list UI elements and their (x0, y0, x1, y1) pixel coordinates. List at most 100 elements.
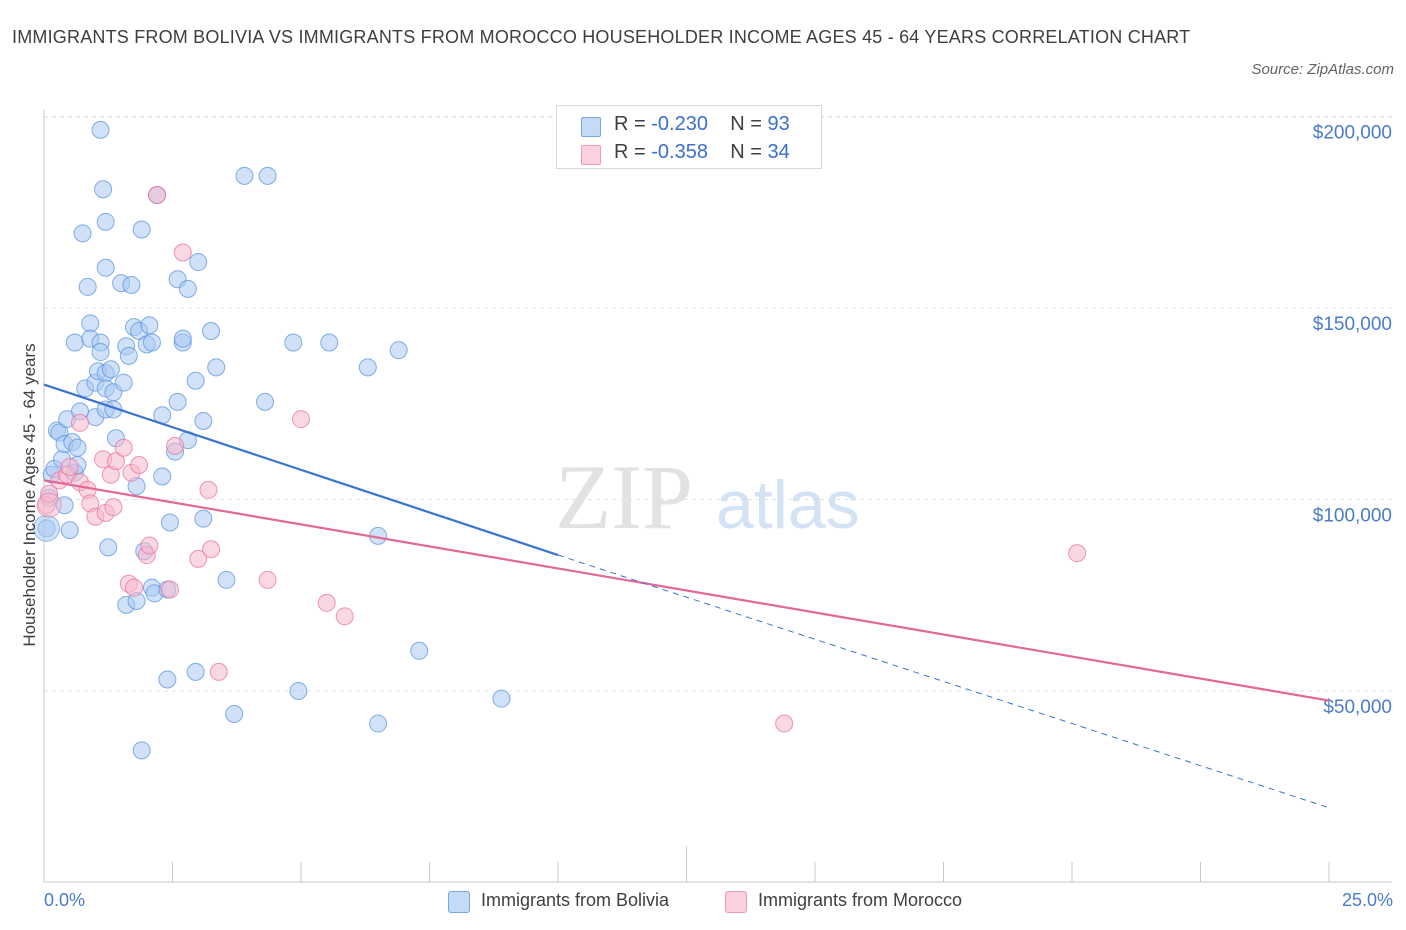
data-point[interactable] (119, 346, 138, 365)
data-point[interactable] (142, 333, 161, 352)
r-label: R = (614, 113, 646, 135)
trend-line-morocco (43, 479, 1330, 702)
morocco-legend-swatch (725, 891, 747, 913)
data-point[interactable] (158, 670, 177, 689)
stats-text-bolivia: R = -0.230 N = 93 (614, 113, 790, 136)
y-axis-label: Householder Income Ages 45 - 64 years (20, 343, 39, 647)
data-point[interactable] (194, 509, 213, 528)
data-point[interactable] (335, 607, 354, 626)
data-point[interactable] (358, 358, 377, 377)
data-point[interactable] (140, 316, 159, 335)
data-point[interactable] (104, 498, 123, 517)
data-point[interactable] (320, 333, 339, 352)
stats-legend: R = -0.230 N = 93 R = -0.358 N = 34 (556, 105, 822, 169)
data-point[interactable] (160, 580, 179, 599)
trend-line-bolivia-extension (557, 554, 1330, 809)
series-morocco-points (37, 186, 1087, 733)
data-point[interactable] (132, 741, 151, 760)
morocco-swatch (581, 145, 601, 165)
data-point[interactable] (292, 410, 310, 429)
legend-label-bolivia: Immigrants from Bolivia (481, 890, 670, 910)
data-point[interactable] (389, 341, 408, 360)
data-point[interactable] (258, 166, 277, 185)
n-label: N = (730, 113, 762, 135)
data-point[interactable] (235, 166, 254, 185)
data-point[interactable] (194, 411, 213, 430)
data-point[interactable] (160, 513, 179, 532)
data-point[interactable] (207, 358, 226, 377)
data-point[interactable] (284, 333, 303, 352)
data-point[interactable] (91, 343, 110, 362)
data-point[interactable] (60, 457, 79, 476)
data-point[interactable] (73, 224, 92, 243)
data-point[interactable] (256, 392, 275, 411)
data-point[interactable] (106, 452, 125, 471)
data-point[interactable] (217, 570, 236, 589)
data-point[interactable] (186, 662, 205, 681)
data-point[interactable] (99, 538, 118, 557)
n-value-bolivia: 93 (767, 113, 790, 135)
n-value-morocco: 34 (767, 141, 790, 163)
data-point[interactable] (114, 373, 133, 392)
data-point[interactable] (36, 492, 62, 518)
data-point[interactable] (124, 578, 143, 597)
data-point[interactable] (94, 180, 113, 199)
trend-line-bolivia (43, 383, 559, 557)
data-point[interactable] (70, 413, 89, 432)
data-point[interactable] (775, 714, 794, 733)
n-label: N = (730, 141, 762, 163)
gridlines (44, 116, 1392, 692)
data-point[interactable] (209, 662, 228, 681)
data-point[interactable] (1068, 544, 1087, 563)
data-point[interactable] (132, 220, 151, 239)
data-point[interactable] (96, 258, 115, 277)
data-point[interactable] (258, 570, 277, 589)
data-point[interactable] (225, 704, 244, 723)
data-point[interactable] (153, 467, 172, 486)
y-tick-label: $50,000 (1323, 697, 1392, 718)
data-point[interactable] (166, 436, 185, 455)
legend-label-morocco: Immigrants from Morocco (758, 890, 963, 910)
watermark: ZIP atlas (555, 446, 860, 548)
data-point[interactable] (178, 279, 197, 298)
data-point[interactable] (189, 549, 208, 568)
data-point[interactable] (130, 456, 149, 475)
data-point[interactable] (369, 714, 388, 733)
data-point[interactable] (199, 480, 218, 499)
data-point[interactable] (173, 329, 192, 348)
data-point[interactable] (202, 540, 221, 559)
data-point[interactable] (91, 120, 110, 139)
watermark-zip: ZIP (555, 446, 693, 548)
data-point[interactable] (96, 212, 115, 231)
data-point[interactable] (168, 392, 187, 411)
y-tick-label: $100,000 (1313, 506, 1392, 527)
data-point[interactable] (289, 682, 308, 700)
data-point[interactable] (140, 536, 159, 555)
data-point[interactable] (202, 321, 221, 340)
x-tick-label-min: 0.0% (44, 890, 86, 910)
data-point[interactable] (173, 243, 192, 262)
r-label: R = (614, 141, 646, 163)
data-point[interactable] (189, 253, 208, 272)
data-point[interactable] (68, 438, 87, 457)
data-point[interactable] (122, 276, 141, 295)
bolivia-legend-swatch (448, 891, 470, 913)
data-point[interactable] (65, 333, 84, 352)
data-point[interactable] (60, 521, 79, 540)
source-label: Source: ZipAtlas.com (1251, 61, 1394, 78)
data-point[interactable] (186, 371, 205, 390)
data-point[interactable] (81, 314, 100, 333)
points-layer (33, 120, 1087, 760)
data-point[interactable] (101, 360, 120, 379)
data-point[interactable] (114, 438, 133, 457)
trend-lines (43, 383, 1330, 809)
data-point[interactable] (492, 689, 511, 708)
y-tick-label: $150,000 (1313, 314, 1392, 335)
chart-title: IMMIGRANTS FROM BOLIVIA VS IMMIGRANTS FR… (12, 27, 1191, 47)
data-point[interactable] (78, 277, 97, 296)
data-point[interactable] (148, 186, 167, 205)
data-point[interactable] (317, 593, 336, 612)
x-tick-label-max: 25.0% (1341, 890, 1393, 910)
data-point[interactable] (410, 641, 429, 660)
